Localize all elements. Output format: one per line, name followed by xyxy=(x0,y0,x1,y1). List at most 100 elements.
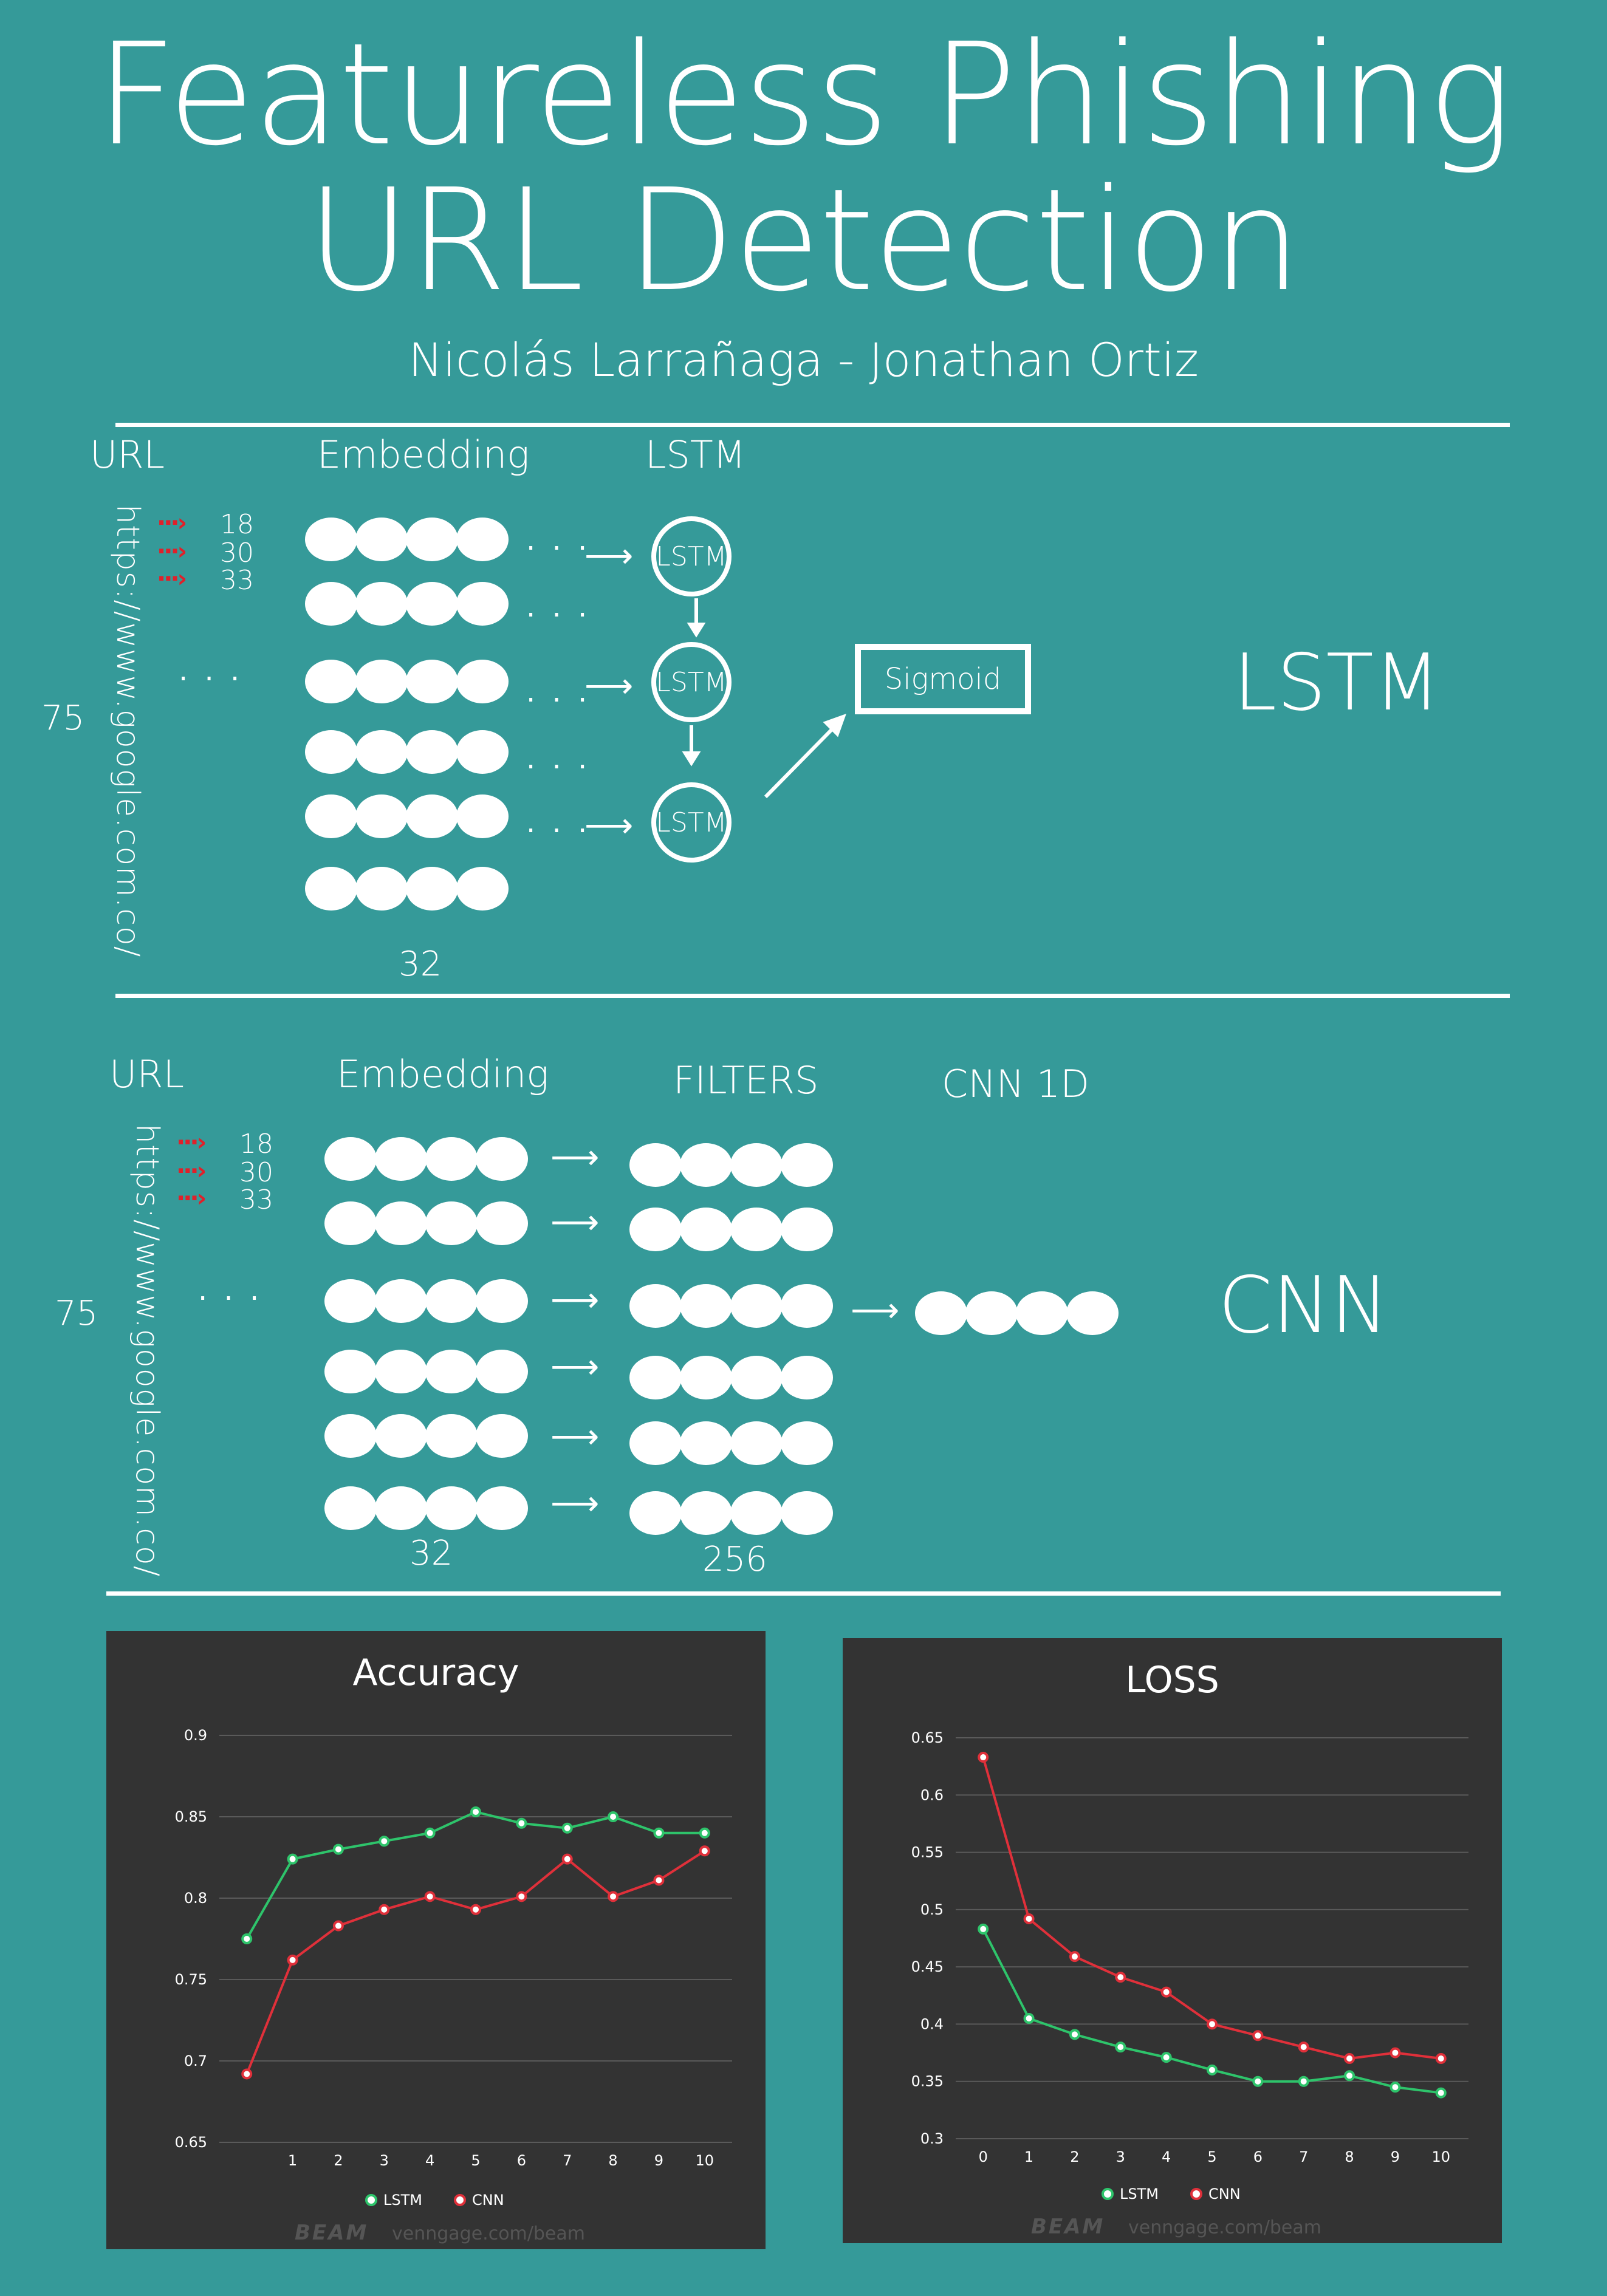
accuracy-chart: 0.65 0.7 0.75 0.8 0.85 0.9 1 2 3 4 5 6 7 8 9 10 LSTM CNN B… xyxy=(175,1727,732,2245)
data-point-cnn xyxy=(978,1752,989,1763)
filter-unit xyxy=(680,1491,732,1535)
filter-unit xyxy=(730,1208,783,1251)
legend-marker-cnn xyxy=(1190,2188,1202,2200)
data-point-lstm xyxy=(699,1827,710,1839)
x-tick-label: 2 xyxy=(334,2152,343,2169)
x-tick-label: 10 xyxy=(696,2152,714,2169)
data-point-lstm xyxy=(516,1817,527,1829)
series-line-cnn xyxy=(245,1850,705,2075)
x-tick-label: 6 xyxy=(517,2152,526,2169)
watermark-brand: BEAM xyxy=(295,2221,368,2245)
x-tick-label: 3 xyxy=(1116,2148,1125,2165)
legend-label-cnn: CNN xyxy=(1208,2185,1241,2202)
embedding-unit xyxy=(375,1279,427,1323)
filter-unit xyxy=(629,1356,682,1399)
data-point-lstm xyxy=(287,1853,298,1865)
x-tick-label: 7 xyxy=(563,2152,572,2169)
filter-unit xyxy=(730,1356,783,1399)
embedding-unit xyxy=(425,1137,478,1181)
lstm-cell-3: LSTM xyxy=(651,782,732,863)
legend-label-lstm: LSTM xyxy=(383,2192,422,2209)
authors: Nicolás Larrañaga - Jonathan Ortiz xyxy=(408,333,1199,387)
data-point-lstm xyxy=(1207,2064,1218,2076)
loss-chart: 0.3 0.35 0.4 0.45 0.5 0.55 0.6 0.65 0 1 2 3 4 5 6 7 8 9 10… xyxy=(911,1729,1468,2239)
title-line-2: URL Detection xyxy=(306,159,1301,323)
cnn-model-name: CNN xyxy=(1218,1260,1389,1351)
cnn-arrow-5: ⟶ xyxy=(550,1417,600,1457)
embedding-unit xyxy=(476,1201,528,1245)
embedding-unit xyxy=(456,660,509,703)
accuracy-chart-title: Accuracy xyxy=(352,1652,519,1694)
embedding-unit xyxy=(456,794,509,838)
data-point-lstm xyxy=(1160,2052,1172,2063)
x-tick-label: 0 xyxy=(979,2148,988,2165)
lstm-char-code-2: 30 xyxy=(220,538,254,569)
loss-chart-title: LOSS xyxy=(1125,1659,1219,1701)
data-point-cnn xyxy=(1435,2053,1447,2064)
data-point-cnn xyxy=(1298,2041,1309,2053)
x-tick-label: 1 xyxy=(288,2152,297,2169)
sigmoid-output-box: Sigmoid xyxy=(855,644,1031,714)
filter-unit xyxy=(629,1143,682,1187)
lstm-url-ellipsis: · · · xyxy=(179,662,244,696)
embedding-unit xyxy=(425,1201,478,1245)
cnn-output-unit xyxy=(915,1291,967,1335)
x-tick-label: 8 xyxy=(1345,2148,1354,2165)
embedding-unit xyxy=(305,582,357,626)
embedding-unit xyxy=(355,518,408,561)
data-point-cnn xyxy=(1160,1986,1172,1998)
data-point-cnn xyxy=(379,1904,390,1915)
data-point-cnn xyxy=(699,1845,710,1857)
embedding-unit xyxy=(375,1350,427,1393)
cnn-output-unit xyxy=(965,1291,1018,1335)
data-point-cnn xyxy=(608,1891,619,1902)
loss-chart-panel: LOSS 0.3 0.35 0.4 0.45 0.5 0.55 0.6 0.65 0 1 2 3 4 5 6… xyxy=(843,1638,1502,2243)
lstm-char-arrow-3: ···› xyxy=(157,565,187,593)
embedding-unit xyxy=(355,730,408,774)
lstm-model-name: LSTM xyxy=(1233,638,1441,728)
filter-unit xyxy=(680,1208,732,1251)
embedding-unit xyxy=(375,1486,427,1530)
embedding-unit xyxy=(406,794,458,838)
lstm-row-dots-2: · · · xyxy=(526,598,591,632)
embedding-unit xyxy=(456,730,509,774)
data-point-lstm xyxy=(379,1836,390,1847)
x-tick-label: 3 xyxy=(380,2152,389,2169)
data-point-lstm xyxy=(1298,2076,1309,2087)
lstm-row-dots-3: · · · xyxy=(526,683,591,717)
embedding-unit xyxy=(375,1414,427,1458)
data-point-cnn xyxy=(561,1853,573,1865)
series-line-cnn xyxy=(982,1757,1442,2060)
filter-unit xyxy=(629,1421,682,1465)
data-point-lstm xyxy=(608,1811,619,1822)
data-point-cnn xyxy=(1389,2047,1401,2059)
cnn-arrow-2: ⟶ xyxy=(550,1203,600,1242)
watermark-url: venngage.com/beam xyxy=(392,2223,585,2244)
lstm-cell-1: LSTM xyxy=(651,516,732,596)
x-tick-label: 5 xyxy=(471,2152,480,2169)
lstm-col-embedding-label: Embedding xyxy=(317,432,530,477)
data-point-cnn xyxy=(470,1904,481,1915)
data-point-lstm xyxy=(1023,2013,1035,2024)
embedding-unit xyxy=(456,518,509,561)
cnn-char-arrow-3: ···› xyxy=(176,1184,207,1212)
y-tick-label: 0.3 xyxy=(920,2130,944,2147)
cnn-char-arrow-1: ···› xyxy=(176,1129,207,1157)
embedding-unit xyxy=(375,1137,427,1181)
data-point-cnn xyxy=(332,1920,344,1932)
filter-unit xyxy=(730,1143,783,1187)
watermark-url: venngage.com/beam xyxy=(1128,2217,1321,2238)
lstm-col-lstm-label: LSTM xyxy=(645,432,746,477)
y-tick-label: 0.5 xyxy=(920,1901,944,1918)
data-point-cnn xyxy=(1115,1972,1126,1983)
cnn-url-vertical-text: https://www.google.com.co/ xyxy=(129,1124,165,1577)
lstm-char-code-3: 33 xyxy=(220,565,254,596)
data-point-cnn xyxy=(1069,1951,1080,1963)
data-point-lstm xyxy=(561,1822,573,1834)
embedding-unit xyxy=(305,794,357,838)
cnn-arrow-to-output: ⟶ xyxy=(851,1291,900,1330)
cnn-arrow-3: ⟶ xyxy=(550,1280,600,1320)
data-point-lstm xyxy=(653,1827,665,1839)
embedding-unit xyxy=(305,660,357,703)
embedding-unit xyxy=(355,660,408,703)
